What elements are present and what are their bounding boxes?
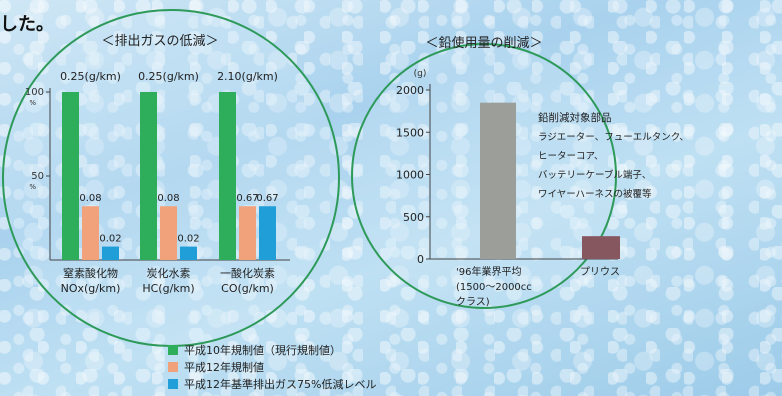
category-top-label: 0.25(g/km) [138,70,199,83]
data-label: 0.08 [79,193,101,204]
bar-2 [239,206,256,260]
y-tick-label: 100 [25,87,44,98]
category-label: '96年業界平均 [456,265,521,278]
data-label: 0.08 [157,193,179,204]
y-unit-label: % [29,183,36,191]
annotation-line: ヒーターコア、 [538,151,604,162]
bar-3 [259,206,276,260]
category-label: 炭化水素 [147,266,191,280]
y-unit-label: (g) [414,69,427,79]
bar-1 [62,92,79,260]
category-label-unit: HC(g/km) [142,282,194,295]
bar-2 [582,236,620,259]
annotation-line: ワイヤーハーネスの被覆等 [538,188,652,200]
bar-1 [140,92,157,260]
category-label: 一酸化炭素 [220,266,275,280]
data-label: 0.02 [177,234,199,245]
bar-1 [219,92,236,260]
bar-3 [102,246,119,260]
annotation-line: ラジエーター、フューエルタンク、 [538,132,689,143]
bar-1 [480,102,516,259]
data-label: 0.02 [99,234,121,245]
legend-swatch-3 [168,378,178,389]
header-text: した。 [0,14,54,35]
y-tick-label: 1500 [396,126,424,139]
lead-chart: ＜鉛使用量の削減＞ (g) 0 500 1000 1500 2000 '96年業界平均 (150… [396,35,689,308]
category-label: プリウス [580,266,620,278]
data-label: 0.67 [256,193,278,204]
bar-3 [180,246,197,260]
legend-label-3: 平成12年基準排出ガス75%低減レベル [184,377,377,391]
legend-swatch-2 [168,361,178,372]
y-unit-label: % [29,99,36,107]
legend-item: 平成12年基準排出ガス75%低減レベル [168,375,376,392]
bar-2 [160,206,177,260]
y-tick-label: 50 [31,171,44,182]
annotation-line: バッテリーケーブル端子、 [538,169,651,181]
y-tick-label: 0 [417,253,424,266]
emission-chart: ＜排出ガスの低減＞100%50%0.080.020.25(g/km)窒素酸化物N… [25,33,290,295]
y-tick-label: 1000 [396,169,424,182]
legend-swatch-1 [168,344,178,355]
chart-title: ＜排出ガスの低減＞ [101,33,218,49]
category-label-unit: CO(g/km) [221,282,274,295]
category-label: 窒素酸化物 [63,266,118,280]
legend-item: 平成12年規制値 [168,358,376,375]
category-label-line2: (1500～2000cc [456,282,532,293]
legend-label-1: 平成10年規制値（現行規制値） [184,343,341,357]
y-tick-label: 2000 [396,84,424,97]
category-top-label: 2.10(g/km) [217,70,278,83]
category-label-line3: クラス) [456,296,490,308]
category-top-label: 0.25(g/km) [60,70,121,83]
bar-2 [82,206,99,260]
legend: 平成10年規制値（現行規制値） 平成12年規制値 平成12年基準排出ガス75%低… [168,341,376,392]
annotation-line: 鉛削減対象部品 [538,111,612,124]
y-tick-label: 500 [403,211,424,224]
category-label-unit: NOx(g/km) [61,282,121,295]
data-label: 0.67 [236,193,258,204]
legend-label-2: 平成12年規制値 [184,360,264,374]
emission-chart-circle [2,9,340,347]
chart-title: ＜鉛使用量の削減＞ [425,35,542,51]
legend-item: 平成10年規制値（現行規制値） [168,341,376,358]
